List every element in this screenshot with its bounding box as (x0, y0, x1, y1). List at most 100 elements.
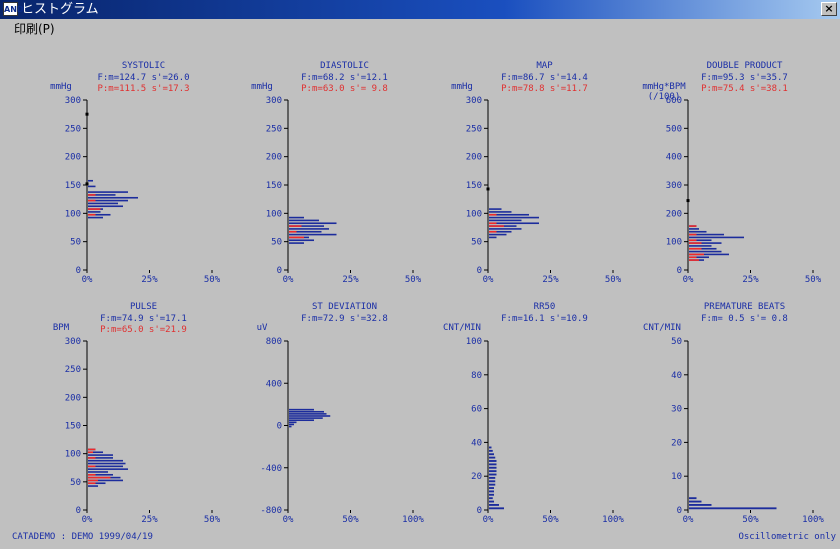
y-tick-label: 50 (271, 238, 282, 248)
unit-label: BPM (53, 323, 70, 333)
bar-f (88, 454, 113, 456)
stat-f: F:m=74.9 s'=17.1 (100, 314, 187, 324)
y-tick-label: 80 (471, 371, 482, 381)
bar-f (689, 500, 702, 503)
bar-p (88, 448, 96, 451)
y-tick-label: 200 (666, 209, 682, 219)
bar-f (489, 463, 497, 466)
y-tick-label: 50 (70, 238, 81, 248)
y-tick-label: 300 (666, 181, 682, 191)
unit-label: uV (257, 323, 268, 333)
bar-f (489, 500, 494, 503)
y-tick-label: 20 (671, 438, 682, 448)
chart-title: RR50 (534, 302, 556, 312)
x-tick-label: 100% (602, 515, 624, 525)
x-tick-label: 50% (342, 515, 359, 525)
bar-f (489, 219, 522, 222)
x-tick-label: 100% (802, 515, 824, 525)
bar-f (88, 196, 138, 199)
y-tick-label: 0 (477, 266, 482, 276)
stat-f: F:m=124.7 s'=26.0 (97, 73, 189, 83)
bar-p (489, 213, 497, 216)
y-tick-label: 300 (65, 96, 81, 106)
chart-title: ST DEVIATION (312, 302, 377, 312)
bar-p (88, 473, 96, 476)
bar-p (88, 465, 96, 468)
stat-f: F:m=95.3 s'=35.7 (701, 73, 788, 83)
x-tick-label: 25% (141, 275, 158, 285)
bar-f (689, 242, 722, 244)
chart-title: SYSTOLIC (122, 61, 165, 71)
unit-label: (/100) (648, 92, 681, 102)
bar-f (489, 490, 494, 493)
x-tick-label: 25% (742, 275, 759, 285)
app-icon: AND (3, 2, 24, 16)
title-bar[interactable]: AND ヒストグラム × (0, 0, 840, 19)
bar-f (489, 208, 502, 210)
bar-p (289, 225, 302, 227)
bar-f (289, 225, 324, 227)
y-tick-label: 600 (666, 96, 682, 106)
bar-f (689, 250, 722, 253)
bar-f (88, 216, 103, 219)
x-tick-label: 0% (483, 275, 494, 285)
x-tick-label: 0% (283, 275, 294, 285)
y-tick-label: 250 (266, 124, 282, 134)
stat-f: F:m= 0.5 s'= 0.8 (701, 314, 788, 324)
bar-f (489, 473, 497, 476)
bar-f (289, 230, 322, 233)
bar-f (88, 191, 128, 193)
x-tick-label: 50% (742, 515, 759, 525)
x-tick-label: 50% (405, 275, 422, 285)
bar-p (689, 259, 699, 261)
bar-p (689, 233, 697, 236)
bar-f (88, 485, 98, 487)
bar-f (88, 211, 101, 213)
y-tick-label: 300 (466, 96, 482, 106)
stat-f: F:m=68.2 s'=12.1 (301, 73, 388, 83)
chart-title: MAP (536, 61, 553, 71)
bar-f (489, 470, 497, 473)
bar-f (489, 497, 493, 500)
bar-f (289, 421, 297, 424)
bar-f (689, 245, 712, 247)
bar-f (88, 471, 108, 473)
close-button[interactable]: × (821, 2, 837, 16)
bar-f (289, 413, 327, 415)
y-tick-label: 150 (65, 422, 81, 432)
bar-f (489, 507, 504, 510)
outlier-marker (486, 187, 490, 191)
y-tick-label: -800 (260, 506, 282, 516)
bar-f (88, 179, 93, 182)
y-tick-label: 500 (666, 124, 682, 134)
x-tick-label: 50% (805, 275, 822, 285)
bar-f (88, 213, 111, 216)
bar-p (689, 247, 702, 250)
menu-item-print[interactable]: 印刷(P) (14, 22, 55, 36)
bar-f (689, 236, 744, 239)
bar-f (88, 451, 103, 454)
bar-f (689, 228, 699, 230)
stat-f: F:m=16.1 s'=10.9 (501, 314, 588, 324)
bar-f (489, 449, 493, 452)
bar-p (689, 239, 697, 242)
x-tick-label: 25% (542, 275, 559, 285)
bar-f (88, 202, 118, 205)
y-tick-label: 150 (65, 181, 81, 191)
bar-f (289, 219, 319, 222)
y-tick-label: 10 (671, 472, 682, 482)
x-tick-label: 100% (402, 515, 424, 525)
bar-p (489, 230, 497, 233)
bar-f (289, 408, 314, 411)
y-tick-label: 300 (266, 96, 282, 106)
bar-f (88, 459, 123, 462)
window-title: ヒストグラム (21, 2, 99, 17)
bar-f (489, 476, 496, 479)
bar-p (489, 222, 497, 225)
x-tick-label: 0% (483, 515, 494, 525)
bar-f (489, 228, 522, 230)
y-tick-label: 100 (266, 209, 282, 219)
x-tick-label: 0% (283, 515, 294, 525)
bar-f (489, 504, 499, 506)
